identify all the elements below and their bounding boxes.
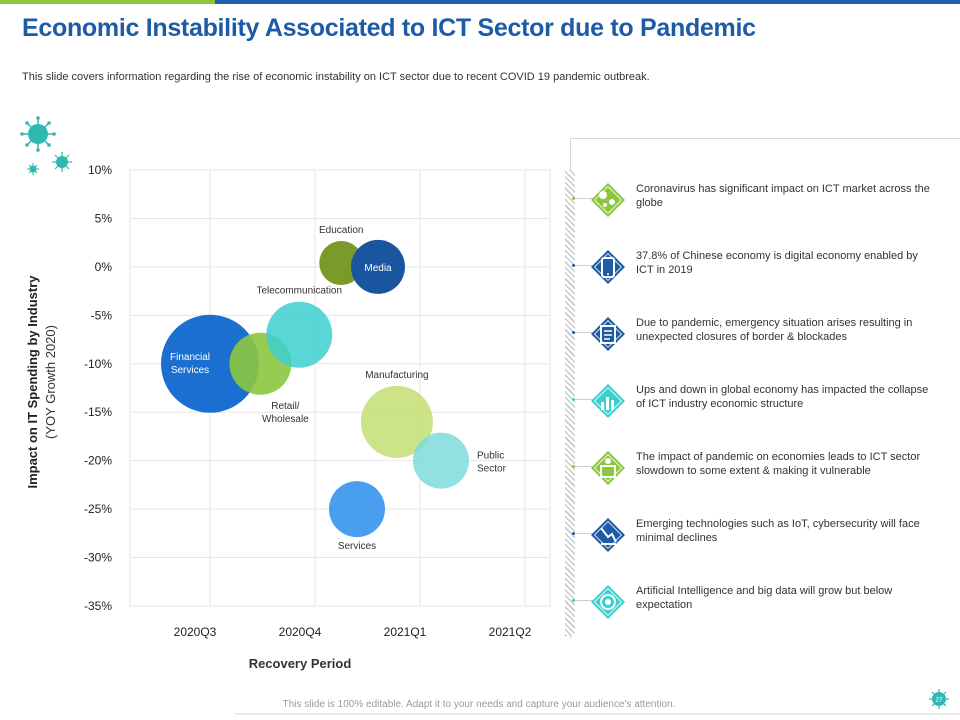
bubble-label-line: Retail/ [271,401,300,412]
bubble-label-line: Services [171,365,209,376]
x-axis-title: Recovery Period [249,656,352,671]
x-tick-label: 2021Q1 [384,625,427,639]
y-tick-label: -20% [84,454,112,468]
y-tick-label: -5% [91,308,113,322]
clipboard-icon [591,317,625,351]
top-accent-bar-green [0,0,215,4]
bubble-label-line: Manufacturing [365,370,428,381]
bubble-chart: Financial Services Retail/Wholesale Telecom… [25,163,551,671]
insight-item: Ups and down in global economy has impac… [570,379,950,423]
ai-chip-icon [591,585,625,619]
label-layer: Financial Services Retail/Wholesale Telecom… [170,225,507,552]
insight-text: Artificial Intelligence and big data wil… [636,585,893,611]
bubble-label: Financial Services [170,352,210,376]
slide-title: Economic Instability Associated to ICT S… [22,14,756,42]
insight-text: Emerging technologies such as IoT, cyber… [636,518,920,544]
bubble-label-line: Media [364,263,392,274]
connector-dot [572,398,575,401]
virus-decoration-icon [20,116,72,175]
y-tick-label: -15% [84,405,112,419]
insight-item: 37.8% of Chinese economy is digital econ… [570,245,950,289]
insight-text: Coronavirus has significant impact on IC… [636,183,930,209]
page-number-badge: 27 [929,689,949,709]
y-tick-label: -30% [84,551,112,565]
bubble-label: Public Sector [477,451,507,475]
insight-item: The impact of pandemic on economies lead… [570,446,950,490]
bubble-label: Retail/Wholesale [262,401,309,425]
connector-line [575,265,593,266]
insight-item: Due to pandemic, emergency situation ari… [570,312,950,356]
bubble-label-line: Telecommunication [256,286,342,297]
mobile-icon [591,250,625,284]
bubble-services [329,481,385,538]
grid-layer [129,169,551,607]
y-axis-subtitle: (YOY Growth 2020) [43,325,58,439]
bubble-label: Media [364,263,392,274]
x-tick-label: 2020Q3 [174,625,217,639]
insight-text: Due to pandemic, emergency situation ari… [636,317,913,343]
y-tick-label: 10% [88,163,112,177]
y-tick-label: -25% [84,502,112,516]
insights-panel-stripe [565,170,575,636]
y-tick-label: -10% [84,357,112,371]
connector-line [575,533,593,534]
connector-dot [572,331,575,334]
bubble-label-line: Education [319,225,363,236]
virus-icon [591,183,625,217]
trend-down-icon [591,518,625,552]
y-axis-title: Impact on IT Spending by Industry [25,275,40,489]
insight-item: Emerging technologies such as IoT, cyber… [570,513,950,557]
insight-item: Artificial Intelligence and big data wil… [570,580,950,624]
y-tick-label: -35% [84,599,112,613]
bubble-public-sector [413,432,469,489]
bubble-layer [161,239,469,538]
insight-text: Ups and down in global economy has impac… [636,384,929,410]
bubble-label: Services [338,541,376,552]
bubble-manufacturing [360,385,433,458]
bubble-media [351,239,405,294]
insight-text: The impact of pandemic on economies lead… [636,451,921,477]
bubble-label: Manufacturing [365,370,428,381]
connector-line [575,332,593,333]
bubble-label-line: Services [338,541,376,552]
bubble-label-line: Sector [477,464,507,475]
footer-note: This slide is 100% editable. Adapt it to… [0,699,960,710]
connector-dot [572,599,575,602]
tick-layer: 10% 5% 0% -5% -10% -15% -20% -25% -30% -35% 2020Q3… [84,163,532,639]
top-accent-bar-blue [215,0,960,4]
connector-dot [572,264,575,267]
footer-text: This slide is 100% editable. Adapt it to… [282,699,676,710]
building-virus-icon [591,451,625,485]
connector-dot [572,532,575,535]
bubble-label: Education [319,225,363,236]
bar-chart-icon [591,384,625,418]
bubble-label-line: Wholesale [262,414,309,425]
bubble-label: Telecommunication [256,286,342,297]
connector-line [575,198,593,199]
x-tick-label: 2021Q2 [489,625,532,639]
y-tick-label: 0% [95,260,113,274]
bubble-label-line: Public [477,451,504,462]
bubble-label-line: Financial [170,352,210,363]
connector-line [575,600,593,601]
bubble-telecommunication [266,301,333,368]
connector-dot [572,197,575,200]
footer-divider [235,713,960,715]
x-tick-label: 2020Q4 [279,625,322,639]
y-tick-label: 5% [95,211,113,225]
bubble-financial-services [161,314,259,413]
slide-subtitle: This slide covers information regarding … [22,71,650,83]
page-number: 27 [935,697,943,704]
insight-item: Coronavirus has significant impact on IC… [570,178,950,222]
insight-text: 37.8% of Chinese economy is digital econ… [636,250,918,276]
connector-dot [572,465,575,468]
connector-line [575,399,593,400]
connector-line [575,466,593,467]
